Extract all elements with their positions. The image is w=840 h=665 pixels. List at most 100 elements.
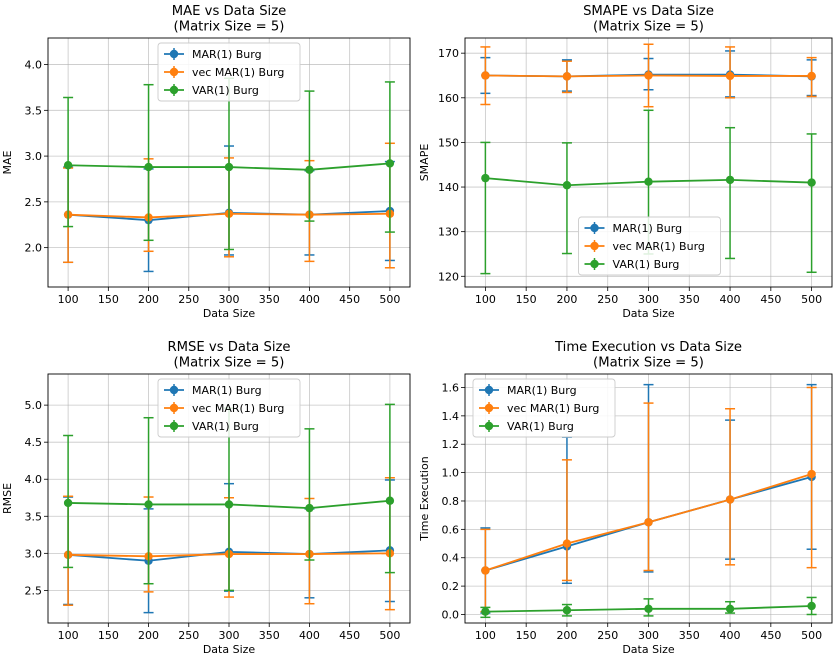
x-tick-label: 400 [299, 629, 320, 642]
chart-title-line: (Matrix Size = 5) [174, 356, 285, 371]
data-point [725, 495, 735, 504]
y-tick-label: 3.5 [25, 104, 43, 117]
legend-swatch-marker [169, 67, 179, 77]
series-var-burg [63, 403, 395, 592]
data-point [562, 539, 572, 548]
axes-frame [47, 373, 411, 624]
chart-title-line: (Matrix Size = 5) [174, 20, 285, 35]
x-axis-label: Data Size [203, 643, 256, 656]
y-tick-label: 2.0 [25, 242, 43, 255]
chart-panel-3: 100 150 200 250 300 350 400 450 500 2.5 3.0 3.5 4.0 4… [1, 340, 411, 656]
legend-box [472, 378, 616, 438]
x-tick-label: 100 [475, 629, 496, 642]
y-tick-label: 2.5 [25, 584, 43, 597]
series-vec-mar-burg [480, 43, 817, 108]
legend-box [157, 42, 301, 102]
y-tick-label: 4.0 [25, 473, 43, 486]
data-point [481, 607, 490, 616]
x-tick-label: 400 [720, 629, 741, 642]
y-tick-label: 160 [438, 92, 459, 105]
y-axis-label: MAE [1, 150, 14, 174]
data-point [725, 71, 735, 81]
y-tick-label: 1.4 [442, 410, 460, 423]
legend-label: vec MAR(1) Burg [613, 240, 705, 253]
x-tick-label: 350 [679, 293, 700, 306]
legend-swatch-marker [484, 385, 494, 395]
data-point [305, 503, 314, 513]
y-tick-label: 1.6 [442, 381, 460, 394]
legend-label: VAR(1) Burg [613, 258, 680, 271]
x-tick-label: 300 [638, 293, 659, 306]
axes-frame [464, 373, 833, 624]
series-vec-mar-burg [480, 386, 817, 613]
x-tick-label: 500 [801, 629, 822, 642]
chart-title-line: Time Execution vs Data Size [554, 340, 742, 355]
x-tick-label: 300 [638, 629, 659, 642]
y-axis-label: SMAPE [418, 144, 431, 182]
legend-label: MAR(1) Burg [613, 222, 683, 235]
x-tick-label: 200 [556, 629, 577, 642]
y-tick-label: 0.0 [442, 608, 460, 621]
legend: MAR(1) Burg vec MAR(1) Burg VAR(1) Burg [578, 216, 721, 276]
y-tick-label: 4.0 [25, 59, 43, 72]
legend-box [157, 378, 301, 438]
x-tick-label: 200 [138, 629, 159, 642]
axes-frame [47, 37, 411, 288]
x-tick-label: 200 [556, 293, 577, 306]
x-tick-label: 450 [760, 629, 781, 642]
x-tick-label: 250 [178, 629, 199, 642]
data-point [224, 162, 234, 172]
chart-title-line: SMAPE vs Data Size [583, 4, 714, 19]
y-tick-label: 2.5 [25, 196, 43, 209]
series-var-burg [63, 77, 395, 251]
chart-title: SMAPE vs Data Size (Matrix Size = 5) [583, 4, 714, 35]
legend-box [578, 216, 721, 276]
data-point [144, 500, 153, 509]
legend-label: vec MAR(1) Burg [192, 66, 284, 79]
data-point [144, 162, 153, 172]
legend-label: vec MAR(1) Burg [192, 402, 284, 415]
y-tick-label: 0.2 [442, 580, 460, 593]
data-point [385, 496, 395, 505]
axes-frame [464, 37, 833, 288]
x-tick-label: 300 [219, 629, 240, 642]
x-tick-label: 450 [760, 293, 781, 306]
chart-title-line: (Matrix Size = 5) [593, 20, 704, 35]
legend-swatch-marker [169, 421, 179, 431]
data-point [725, 604, 735, 614]
x-tick-label: 500 [379, 293, 400, 306]
legend-label: VAR(1) Burg [507, 420, 574, 433]
data-point [562, 606, 572, 615]
chart-title: MAE vs Data Size (Matrix Size = 5) [172, 4, 287, 35]
data-point [644, 177, 653, 186]
legend-swatch-marker [169, 85, 179, 95]
x-tick-label: 500 [801, 293, 822, 306]
legend-swatch-marker [169, 385, 179, 395]
data-point [562, 181, 572, 190]
data-point [807, 71, 816, 81]
y-tick-label: 4.5 [25, 436, 43, 449]
chart-panel-1: 100 150 200 250 300 350 400 450 500 2.0 2.5 3.0 3.5 4… [1, 4, 411, 320]
data-point [644, 604, 653, 614]
legend: MAR(1) Burg vec MAR(1) Burg VAR(1) Burg [157, 378, 301, 438]
y-tick-label: 0.4 [442, 552, 460, 565]
data-point [481, 173, 490, 183]
data-point [305, 165, 314, 175]
legend-swatch-marker [590, 259, 599, 269]
x-tick-label: 350 [259, 629, 280, 642]
legend-label: MAR(1) Burg [507, 384, 577, 397]
data-point [481, 71, 490, 80]
y-tick-label: 140 [438, 181, 459, 194]
x-tick-label: 500 [379, 629, 400, 642]
x-tick-label: 100 [58, 293, 79, 306]
legend-label: VAR(1) Burg [192, 420, 259, 433]
y-tick-label: 0.6 [442, 523, 460, 536]
x-tick-label: 200 [138, 293, 159, 306]
x-tick-label: 400 [299, 293, 320, 306]
series-var-burg [480, 596, 817, 619]
legend-label: vec MAR(1) Burg [507, 402, 599, 415]
y-tick-label: 1.0 [442, 467, 460, 480]
y-axis-label: Time Execution [418, 456, 431, 541]
y-tick-label: 3.0 [25, 547, 43, 560]
